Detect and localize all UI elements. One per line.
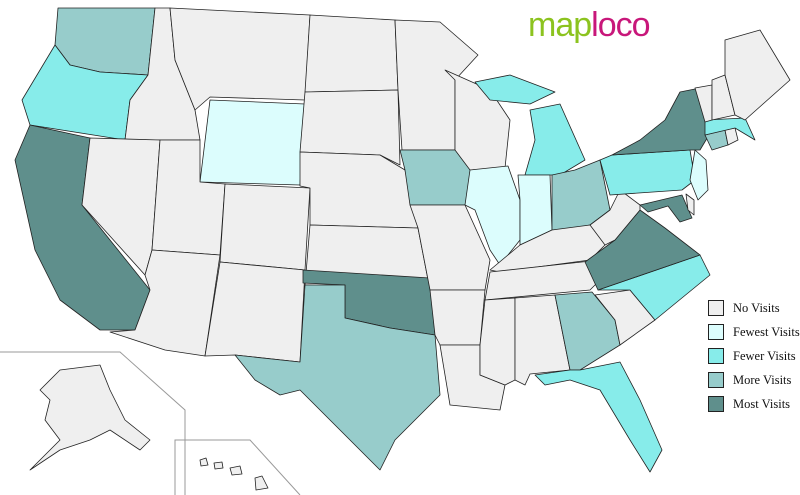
legend-item-fewer-visits: Fewer Visits xyxy=(708,344,800,368)
legend-item-no-visits: No Visits xyxy=(708,296,800,320)
hawaii-inset-border xyxy=(174,439,301,495)
state-ny[interactable] xyxy=(611,87,713,156)
state-hi[interactable] xyxy=(213,461,224,470)
legend-item-most-visits: Most Visits xyxy=(708,392,800,416)
state-co[interactable] xyxy=(219,183,311,271)
state-de[interactable] xyxy=(685,193,695,216)
state-nj[interactable] xyxy=(689,149,709,201)
state-mi[interactable] xyxy=(524,103,586,176)
alaska-inset-border xyxy=(0,351,186,495)
state-ms[interactable] xyxy=(479,297,516,386)
legend-item-more-visits: More Visits xyxy=(708,368,800,392)
state-hi[interactable] xyxy=(229,465,243,476)
legend-item-fewest-visits: Fewest Visits xyxy=(708,320,800,344)
legend-swatch xyxy=(708,372,724,388)
legend-swatch xyxy=(708,324,724,340)
legend-swatch xyxy=(708,396,724,412)
state-hi[interactable] xyxy=(199,457,209,467)
state-sc[interactable] xyxy=(594,289,656,346)
state-az[interactable] xyxy=(109,249,221,357)
state-ar[interactable] xyxy=(429,289,486,346)
state-pa[interactable] xyxy=(599,149,696,196)
state-fl[interactable] xyxy=(534,361,663,473)
state-mi[interactable] xyxy=(474,74,556,105)
state-sd[interactable] xyxy=(299,89,401,166)
legend-swatch xyxy=(708,300,724,316)
state-tx[interactable] xyxy=(234,284,441,471)
state-wv[interactable] xyxy=(589,189,641,246)
state-nm[interactable] xyxy=(204,261,306,363)
maploco-logo: maploco xyxy=(528,6,651,44)
state-mt[interactable] xyxy=(169,7,311,111)
state-md[interactable] xyxy=(639,194,693,223)
legend-swatch xyxy=(708,348,724,364)
state-me[interactable] xyxy=(724,29,791,121)
state-wy[interactable] xyxy=(199,99,306,186)
state-hi[interactable] xyxy=(254,475,269,491)
state-ma[interactable] xyxy=(704,117,756,141)
state-ak[interactable] xyxy=(29,364,151,471)
legend: No Visits Fewest Visits Fewer Visits Mor… xyxy=(708,296,800,416)
state-nd[interactable] xyxy=(304,14,399,93)
